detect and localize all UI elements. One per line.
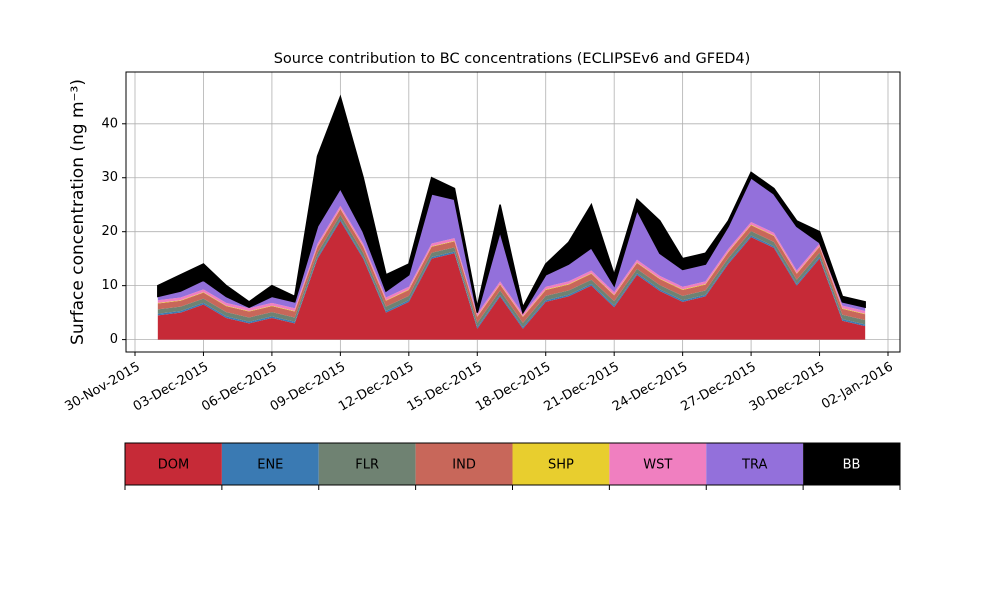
plot-frame: [125, 71, 901, 353]
legend-label: DOM: [158, 458, 189, 473]
area: [157, 205, 866, 317]
area: [157, 177, 866, 314]
x-tick-label: 12-Dec-2015: [336, 360, 416, 415]
x-tick-label: 27-Dec-2015: [678, 360, 758, 415]
y-tick-label: 20: [101, 224, 118, 239]
y-tick-label: 0: [110, 332, 118, 347]
legend-label: TRA: [741, 458, 767, 473]
legend-swatch: [415, 443, 513, 485]
legend-swatch: [512, 443, 610, 485]
y-tick-label: 40: [101, 116, 118, 131]
chart-title: Source contribution to BC concentrations…: [274, 51, 751, 67]
legend-label: FLR: [355, 458, 379, 473]
legend-swatch: [221, 443, 319, 485]
legend-swatch: [318, 443, 416, 485]
legend-swatch: [125, 443, 222, 485]
y-tick-label: 30: [101, 170, 118, 185]
x-tick-label: 09-Dec-2015: [268, 360, 348, 415]
x-tick-label: 03-Dec-2015: [131, 360, 211, 415]
y-axis-label: Surface concentration (ng m⁻³): [68, 79, 88, 345]
legend-label: BB: [843, 458, 861, 473]
area: [157, 220, 866, 340]
x-tick-label: 18-Dec-2015: [473, 360, 553, 415]
legend-label: IND: [452, 458, 476, 473]
x-tick-label: 15-Dec-2015: [405, 360, 485, 415]
legend-label: ENE: [257, 458, 283, 473]
legend-label: WST: [643, 458, 672, 473]
y-tick-label: 10: [101, 278, 118, 293]
x-tick-label: 30-Dec-2015: [747, 360, 827, 415]
legend-swatch: [706, 443, 804, 485]
legend-swatch: [803, 443, 900, 485]
area: [157, 214, 866, 328]
area: [157, 219, 866, 329]
legend-swatch: [609, 443, 707, 485]
legend-label: SHP: [548, 458, 574, 473]
x-tick-label: 02-Jan-2016: [819, 360, 896, 413]
area: [157, 209, 866, 323]
x-tick-label: 30-Nov-2015: [62, 360, 142, 415]
x-tick-label: 06-Dec-2015: [199, 360, 279, 415]
area: [157, 94, 866, 315]
x-tick-label: 24-Dec-2015: [610, 360, 690, 415]
x-tick-label: 21-Dec-2015: [542, 360, 622, 415]
